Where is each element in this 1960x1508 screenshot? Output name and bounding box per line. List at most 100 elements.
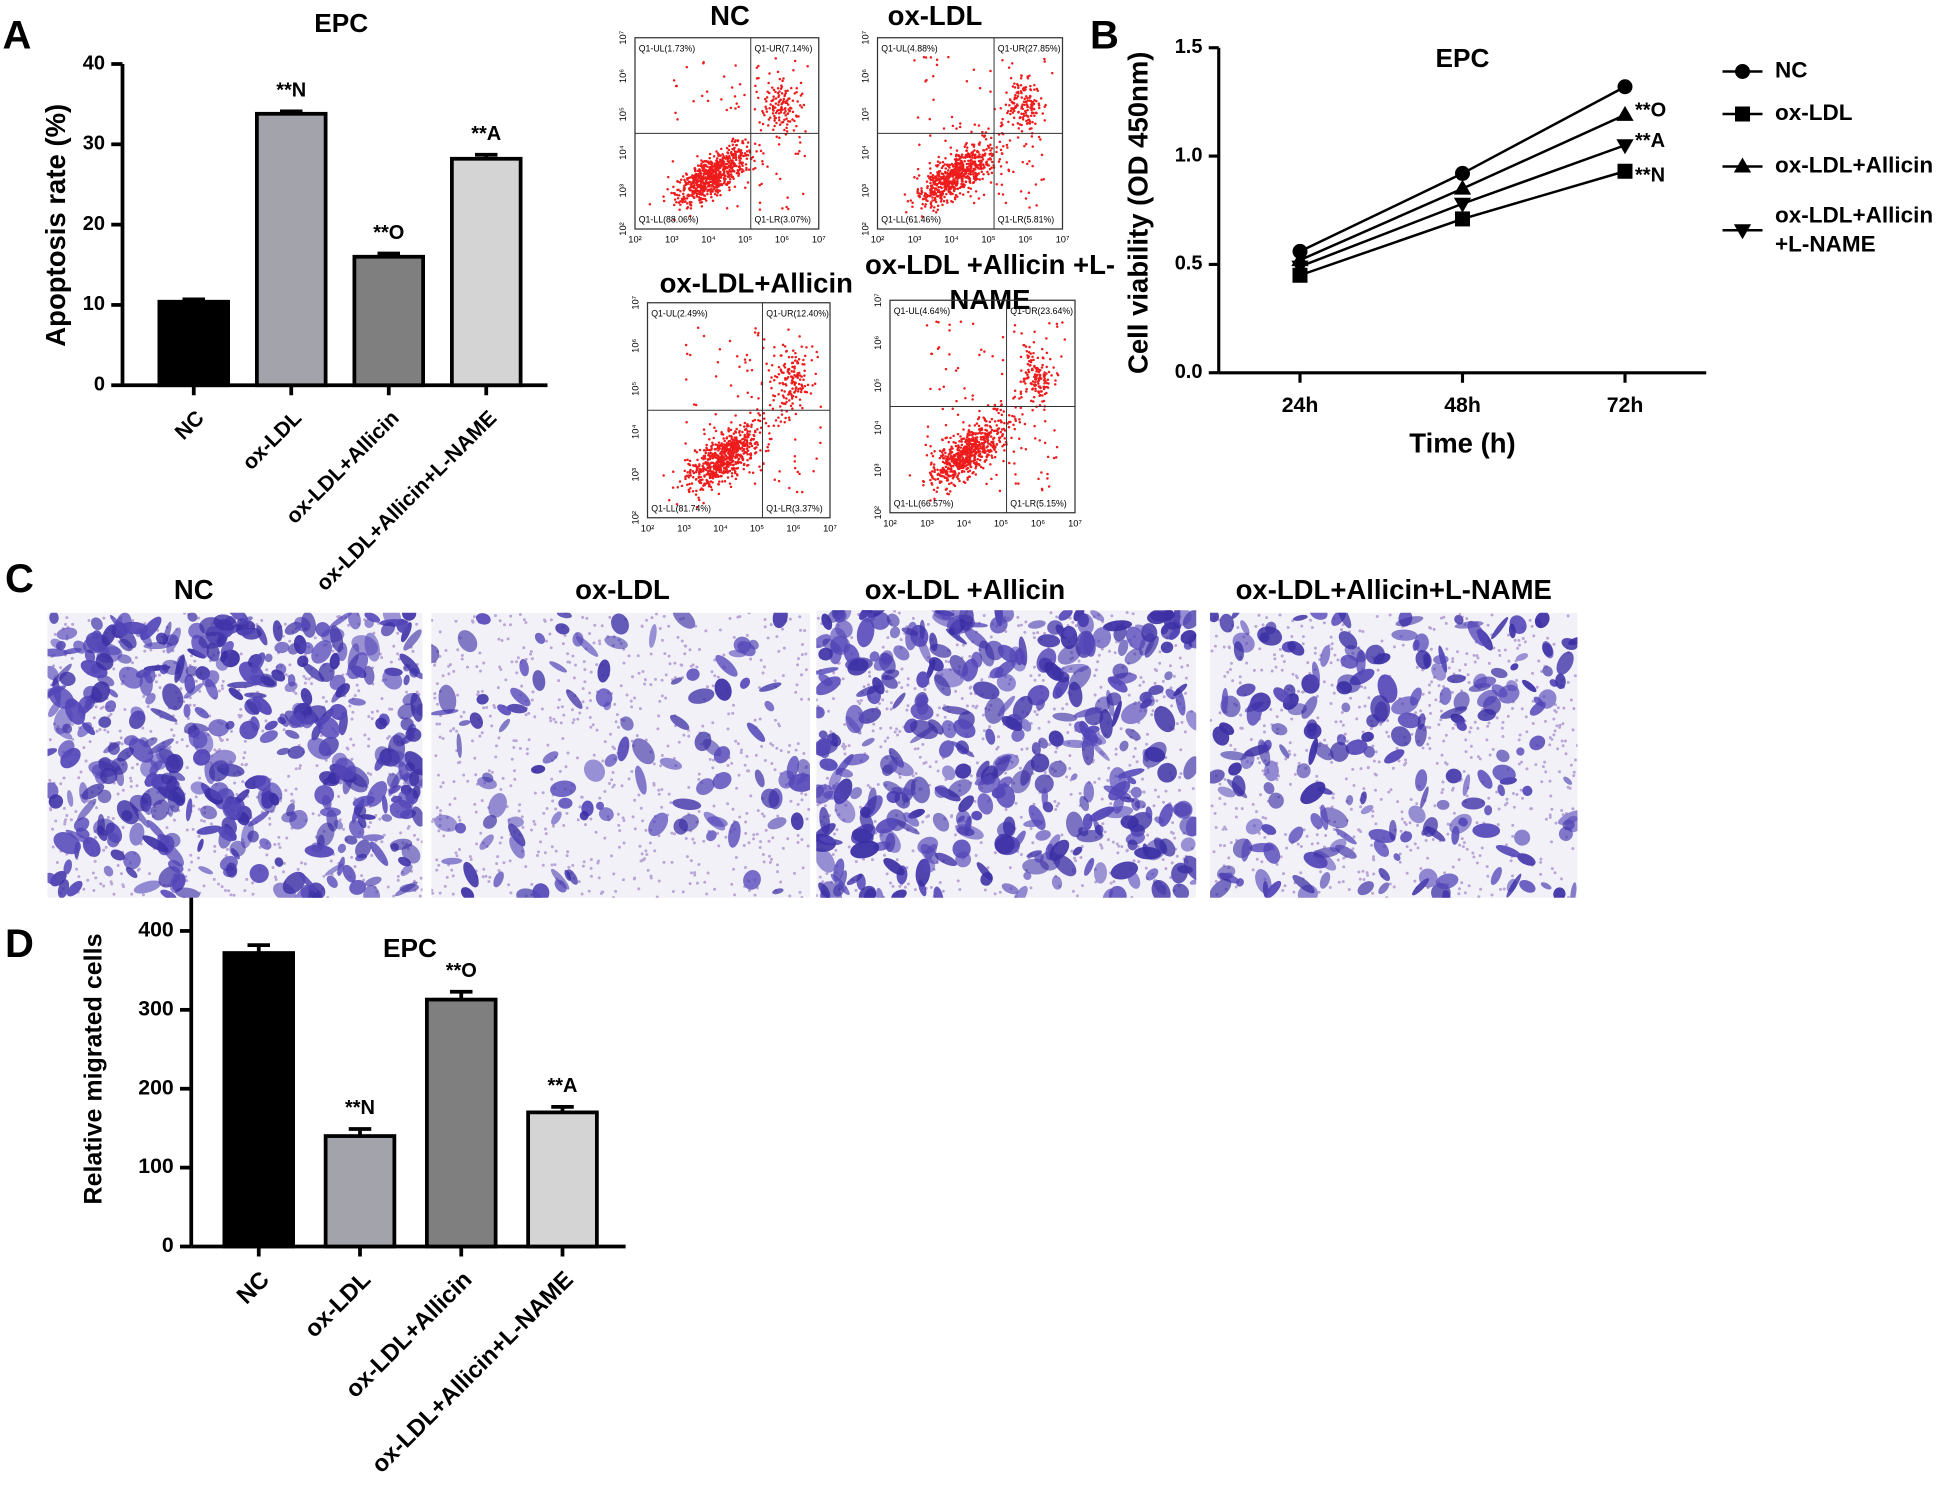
event-dot xyxy=(1009,112,1012,116)
event-dot xyxy=(972,167,976,170)
event-dot xyxy=(1007,168,1010,172)
cell-blob xyxy=(366,781,388,807)
event-dot xyxy=(1026,362,1030,366)
event-dot xyxy=(1019,190,1023,193)
event-dot xyxy=(704,163,707,167)
chart-title: EPC xyxy=(1436,43,1490,73)
event-dot xyxy=(772,128,775,131)
pore xyxy=(200,819,204,822)
event-dot xyxy=(749,411,752,414)
event-dot xyxy=(971,432,975,435)
micrograph xyxy=(431,612,810,898)
event-dot xyxy=(1001,59,1004,62)
pore xyxy=(99,882,103,886)
event-dot xyxy=(1019,392,1023,395)
event-dot xyxy=(782,100,785,103)
event-dot xyxy=(702,462,705,465)
event-dot xyxy=(1042,357,1045,360)
event-dot xyxy=(720,453,723,456)
event-dot xyxy=(732,156,735,160)
event-dot xyxy=(1021,103,1024,106)
event-dot xyxy=(760,182,763,186)
event-dot xyxy=(1016,95,1020,98)
x-tick-label: 10⁵ xyxy=(981,235,995,245)
event-dot xyxy=(1032,395,1036,399)
cell-blob xyxy=(300,688,313,705)
event-dot xyxy=(979,435,983,439)
event-dot xyxy=(959,168,963,171)
event-dot xyxy=(715,194,719,197)
event-dot xyxy=(952,189,956,193)
event-dot xyxy=(734,477,738,481)
event-dot xyxy=(916,189,919,193)
pore xyxy=(143,649,147,653)
event-dot xyxy=(727,461,730,464)
event-dot xyxy=(745,436,749,439)
pore xyxy=(51,827,54,831)
cell-blob xyxy=(301,612,317,638)
event-dot xyxy=(787,328,790,331)
event-dot xyxy=(759,129,763,132)
pore xyxy=(217,689,221,693)
pore xyxy=(258,845,262,849)
y-tick-label: 10² xyxy=(631,511,641,525)
event-dot xyxy=(804,130,807,133)
event-dot xyxy=(922,479,925,483)
event-dot xyxy=(1021,116,1025,119)
pore xyxy=(229,893,233,897)
event-dot xyxy=(725,207,729,210)
event-dot xyxy=(676,193,679,197)
pore xyxy=(101,705,105,709)
event-dot xyxy=(978,353,981,357)
event-dot xyxy=(708,180,711,184)
event-dot xyxy=(722,459,725,462)
event-dot xyxy=(963,169,967,173)
cell-blob xyxy=(276,747,290,756)
cell-blob xyxy=(398,761,409,782)
event-dot xyxy=(941,467,945,470)
event-dot xyxy=(744,163,748,166)
event-dot xyxy=(1052,366,1055,369)
cell-blob xyxy=(360,814,376,820)
event-dot xyxy=(792,129,796,132)
event-dot xyxy=(764,97,767,101)
event-dot xyxy=(986,445,989,448)
event-dot xyxy=(700,162,703,165)
event-dot xyxy=(942,385,945,389)
y-tick-label: 300 xyxy=(138,996,173,1020)
event-dot xyxy=(777,479,781,483)
event-dot xyxy=(928,177,931,180)
event-dot xyxy=(963,173,966,177)
cell-blob xyxy=(209,782,229,801)
event-dot xyxy=(1023,144,1026,148)
event-dot xyxy=(666,188,669,191)
event-dot xyxy=(809,392,813,395)
event-dot xyxy=(732,447,735,450)
cell-blob xyxy=(99,767,118,785)
event-dot xyxy=(990,166,993,169)
event-dot xyxy=(711,174,715,178)
event-dot xyxy=(964,448,968,452)
event-dot xyxy=(753,418,757,422)
event-dot xyxy=(697,496,700,499)
event-dot xyxy=(791,377,795,380)
event-dot xyxy=(694,189,697,192)
cell-blob xyxy=(363,885,381,898)
event-dot xyxy=(711,182,715,185)
event-dot xyxy=(944,157,947,160)
event-dot xyxy=(932,180,935,184)
pore xyxy=(104,845,108,849)
event-dot xyxy=(684,200,687,203)
event-dot xyxy=(735,443,739,446)
event-dot xyxy=(697,174,700,177)
pore xyxy=(187,868,191,872)
event-dot xyxy=(957,472,961,475)
event-dot xyxy=(951,464,955,468)
pore xyxy=(532,819,536,823)
event-dot xyxy=(714,413,717,416)
pore xyxy=(241,780,245,784)
y-tick-label: 0 xyxy=(162,1233,174,1257)
event-dot xyxy=(929,184,933,188)
pore xyxy=(220,684,224,688)
event-dot xyxy=(769,116,772,119)
